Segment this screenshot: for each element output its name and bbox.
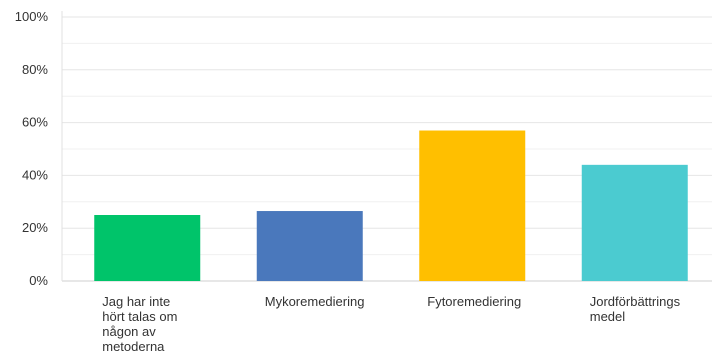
- y-tick-label: 100%: [15, 9, 49, 24]
- y-tick-label: 40%: [22, 167, 48, 182]
- y-tick-label: 20%: [22, 220, 48, 235]
- y-tick-label: 60%: [22, 115, 48, 130]
- bar: [256, 211, 363, 281]
- x-axis-labels: Jag har inte hört talas om någon av metoder…: [102, 294, 680, 354]
- x-category-label: Jordförbättrings medel: [590, 294, 681, 324]
- bar: [94, 215, 201, 281]
- y-tick-label: 80%: [22, 62, 48, 77]
- y-tick-label: 0%: [29, 273, 48, 288]
- x-category-label: Jag har inte hört talas om någon av metoder…: [102, 294, 177, 354]
- bars: [94, 130, 688, 281]
- x-category-label: Mykoremediering: [265, 294, 365, 309]
- x-category-label: Fytoremediering: [427, 294, 521, 309]
- bar: [419, 130, 526, 281]
- bar: [581, 164, 688, 281]
- y-axis-ticks: 0% 20% 40% 60% 80% 100%: [15, 9, 49, 288]
